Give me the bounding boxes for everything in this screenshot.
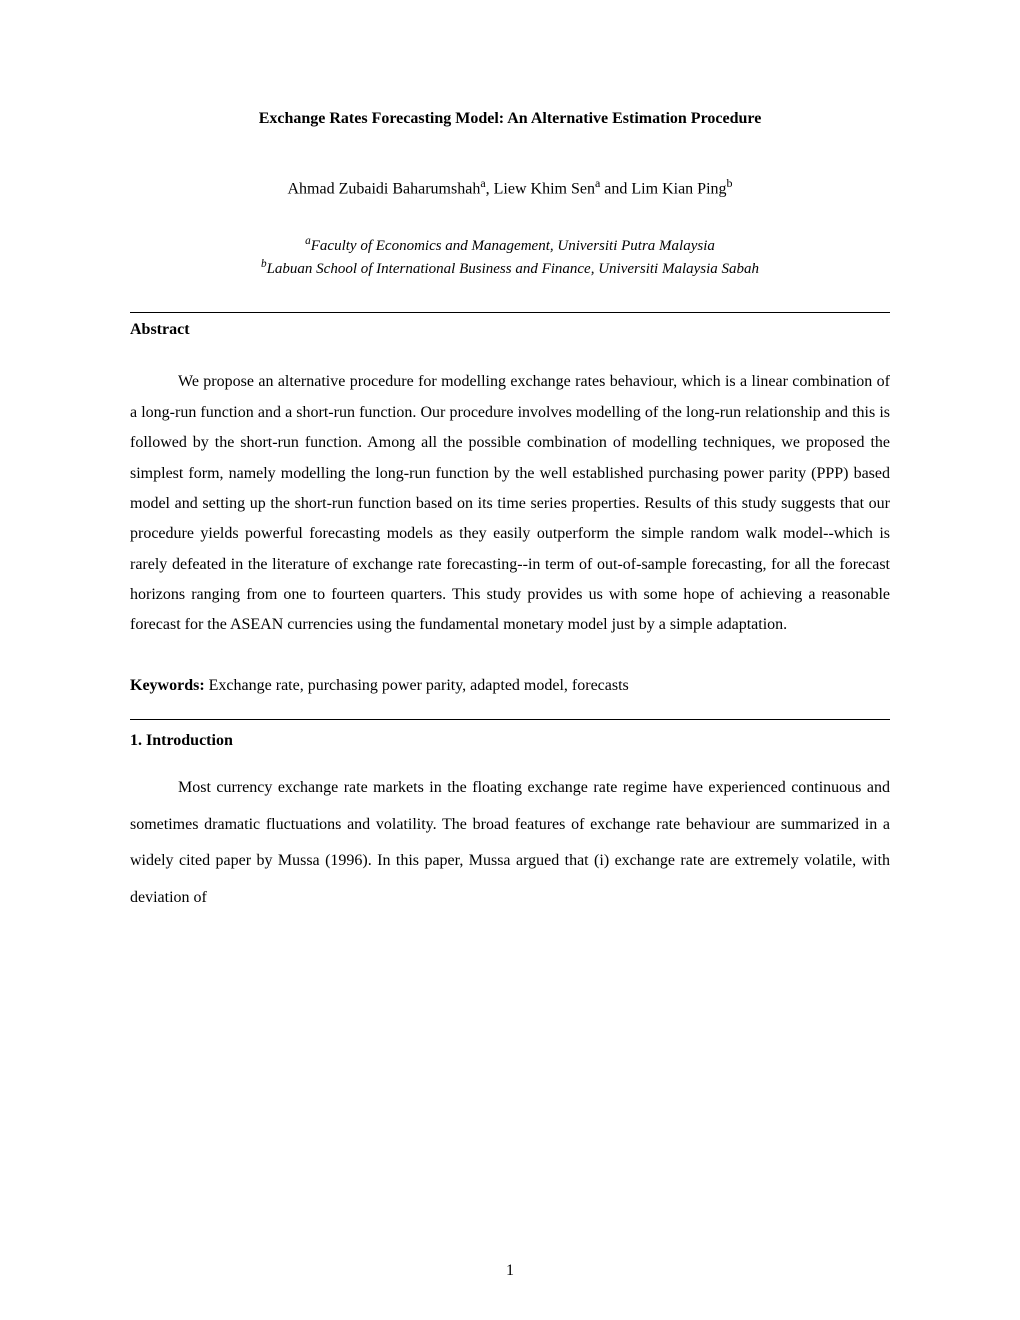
abstract-text: We propose an alternative procedure for …	[130, 367, 890, 641]
section-1-heading: 1. Introduction	[130, 732, 890, 750]
affiliation-a: aFaculty of Economics and Management, Un…	[130, 234, 890, 257]
divider-bottom	[130, 719, 890, 720]
affiliation-b: bLabuan School of International Business…	[130, 257, 890, 280]
authors-line: Ahmad Zubaidi Baharumshaha, Liew Khim Se…	[130, 176, 890, 198]
paper-title: Exchange Rates Forecasting Model: An Alt…	[130, 110, 890, 128]
keywords: Keywords: Exchange rate, purchasing powe…	[130, 677, 890, 695]
page-number: 1	[506, 1262, 514, 1280]
keywords-text: Exchange rate, purchasing power parity, …	[205, 677, 629, 694]
section-1-text: Most currency exchange rate markets in t…	[130, 770, 890, 917]
abstract-heading: Abstract	[130, 321, 890, 339]
keywords-label: Keywords:	[130, 677, 205, 694]
affiliations: aFaculty of Economics and Management, Un…	[130, 234, 890, 280]
divider-top	[130, 312, 890, 313]
